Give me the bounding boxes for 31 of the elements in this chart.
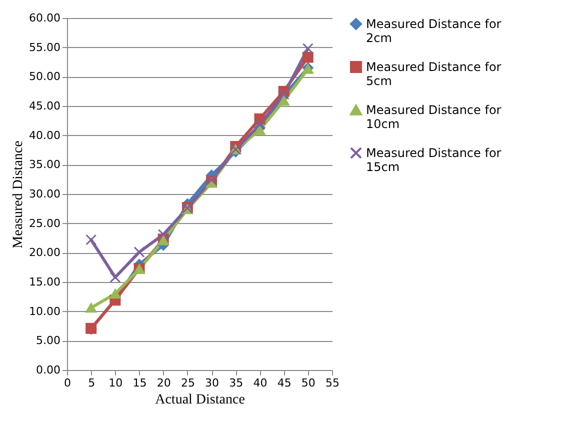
legend-label: Measured Distance for 5cm xyxy=(366,60,502,88)
x-tick-label: 25 xyxy=(180,376,195,390)
y-tick-label: 30.00 xyxy=(29,188,60,200)
x-tick-label: 15 xyxy=(132,376,147,390)
x-tick-label: 10 xyxy=(108,376,123,390)
y-tick-label: 60.00 xyxy=(29,12,60,24)
y-tick-label: 45.00 xyxy=(29,100,60,112)
y-tick-label: 15.00 xyxy=(29,276,60,288)
x-tick-label: 50 xyxy=(301,376,316,390)
x-tick-label: 20 xyxy=(156,376,171,390)
y-tick-label: 25.00 xyxy=(29,216,60,230)
y-tick-label: 5.00 xyxy=(36,334,60,348)
x-tick-label: 5 xyxy=(88,376,96,390)
x-tick-label: 40 xyxy=(253,376,268,390)
y-tick-label: 50.00 xyxy=(29,70,60,84)
y-tick-label: 0.00 xyxy=(36,364,60,376)
y-tick-label: 10.00 xyxy=(29,304,60,318)
x-tick-label: 30 xyxy=(205,376,220,390)
y-tick-label: 35.00 xyxy=(29,158,60,172)
x-axis-title: Actual Distance xyxy=(155,392,245,408)
legend-label: Measured Distance for 2cm xyxy=(366,17,502,45)
legend-label: Measured Distance for 10cm xyxy=(366,103,502,131)
y-tick-label: 55.00 xyxy=(29,40,60,54)
x-tick-label: 45 xyxy=(277,376,292,390)
y-axis-title: Measured Distance xyxy=(11,140,26,248)
x-tick-label: 35 xyxy=(229,376,244,390)
y-tick-label: 40.00 xyxy=(29,128,60,142)
y-tick-label: 20.00 xyxy=(29,246,60,260)
x-tick-label: 0 xyxy=(64,376,71,390)
legend-label: Measured Distance for 15cm xyxy=(366,146,502,174)
x-tick-label: 55 xyxy=(326,376,340,390)
